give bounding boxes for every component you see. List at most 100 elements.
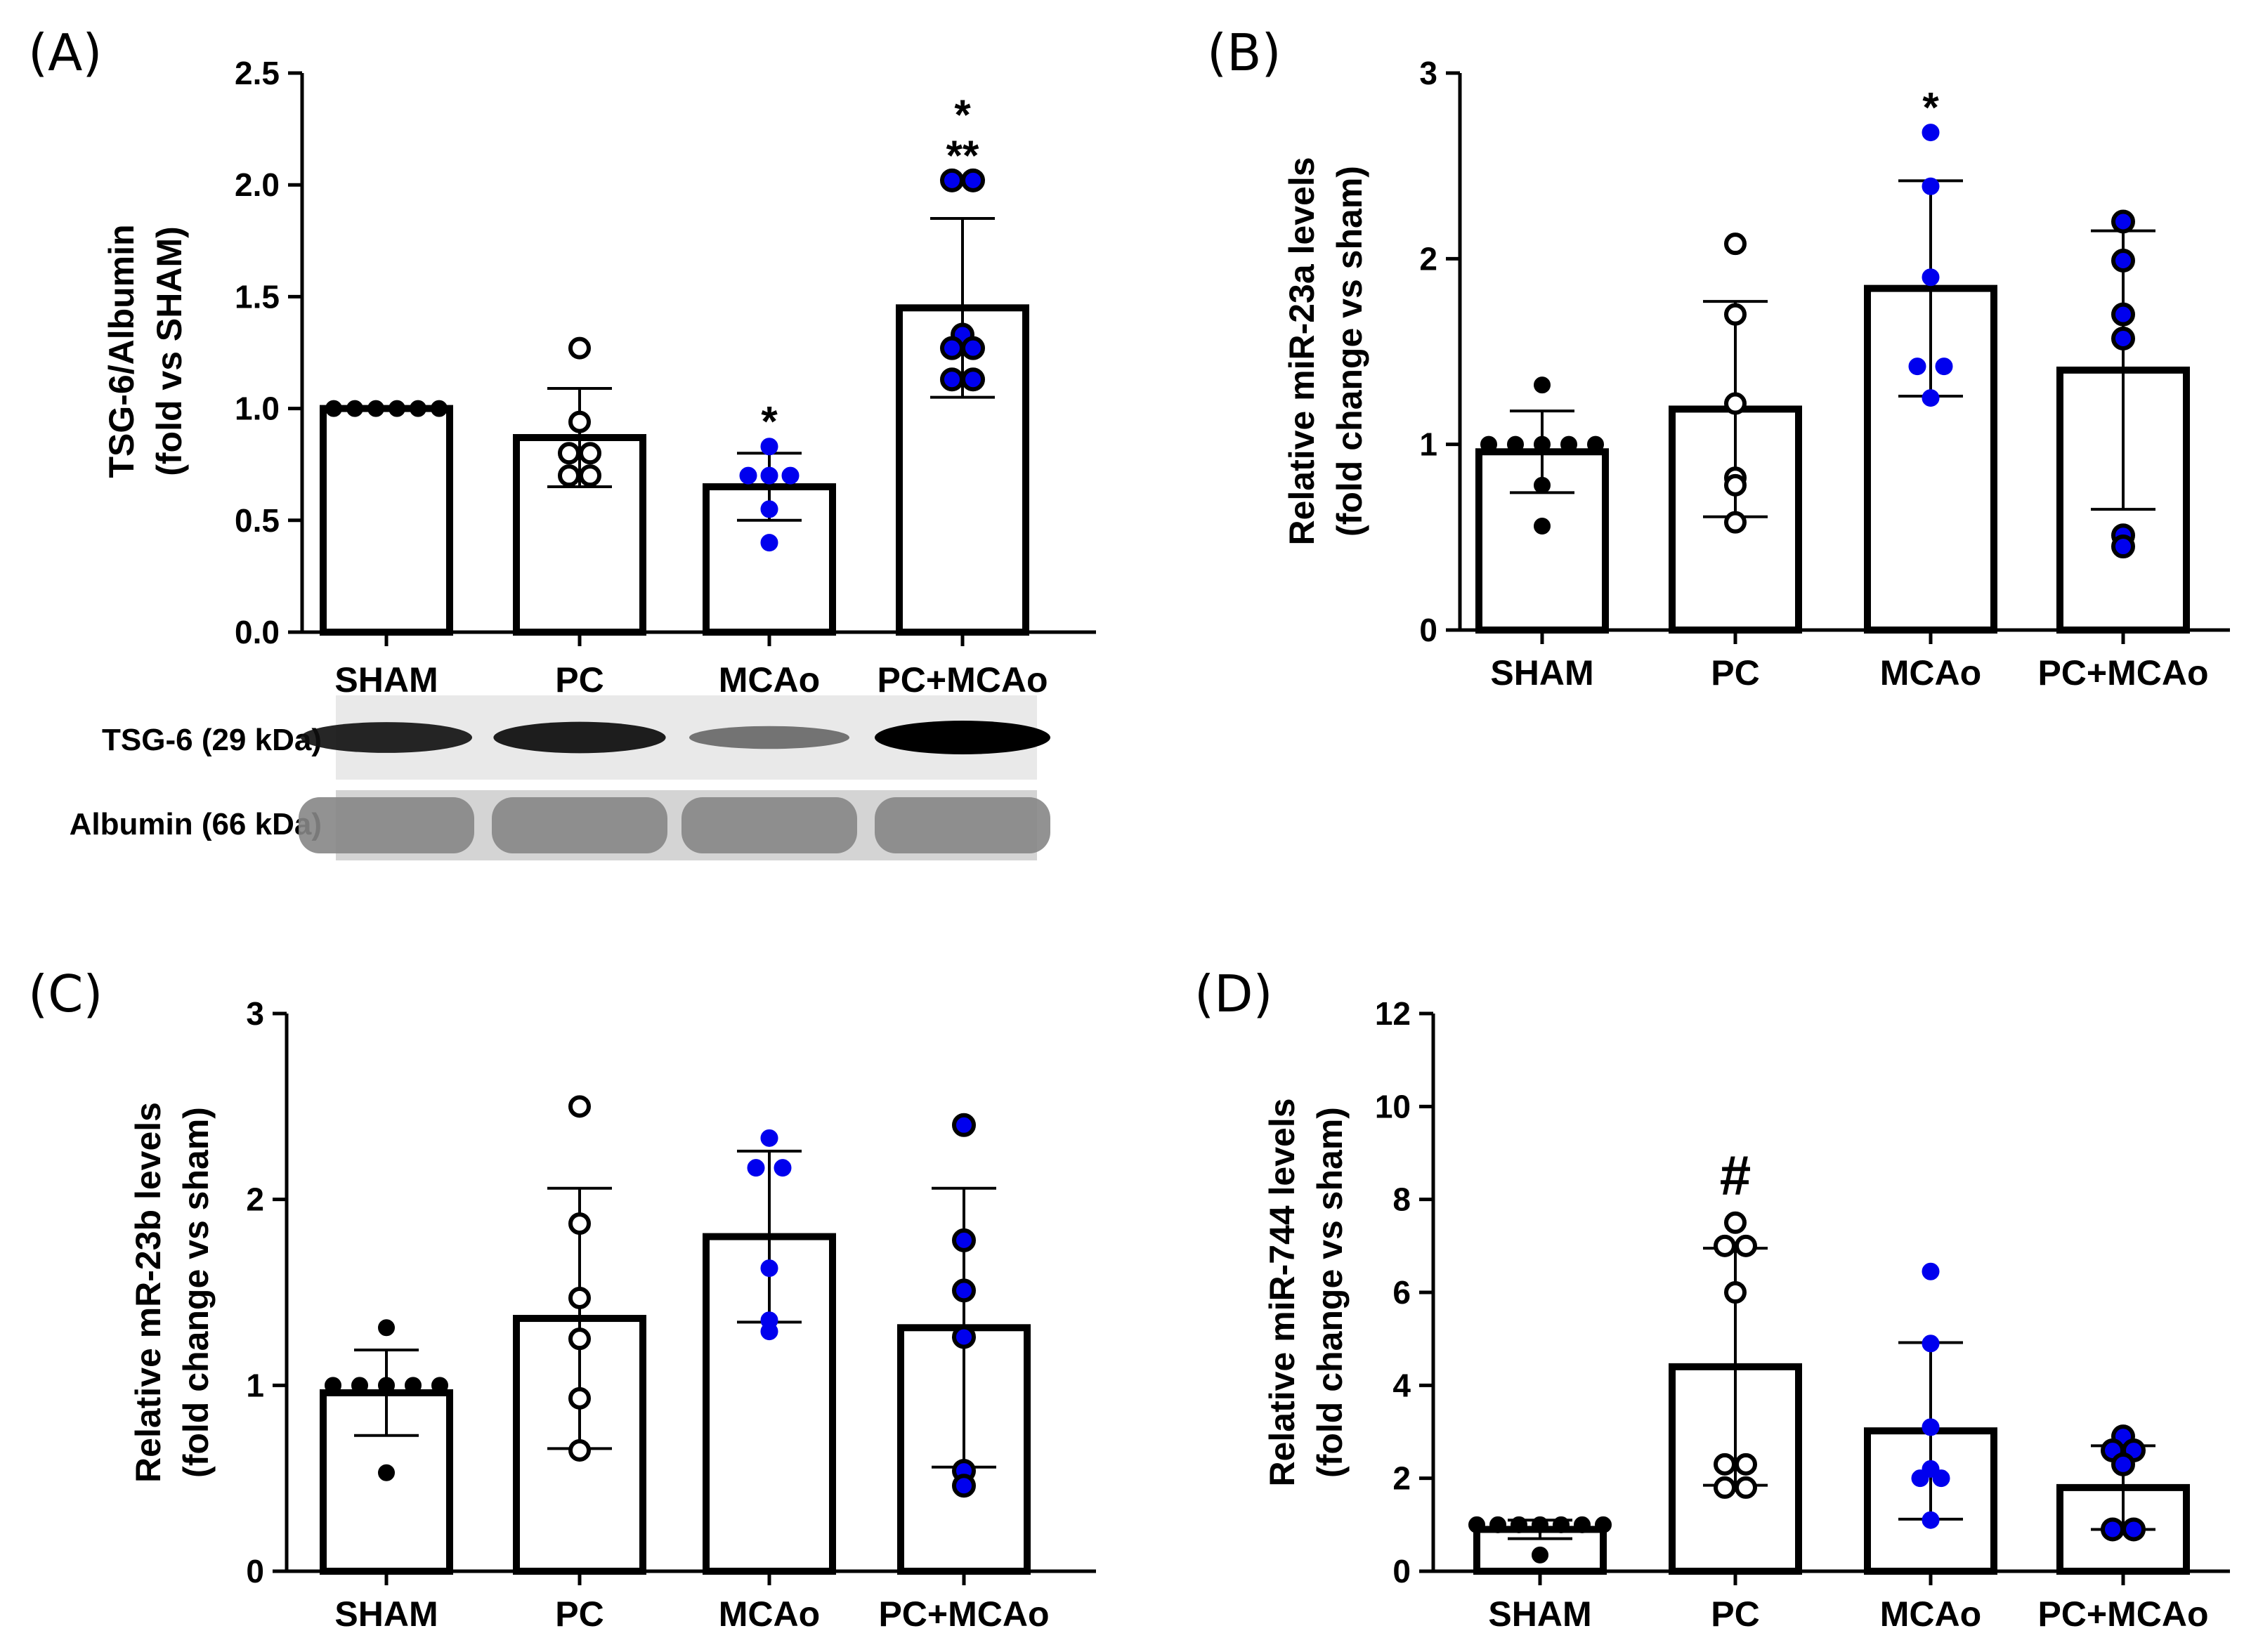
panel-a-y-axis-label-line1: TSG-6/Albumin	[102, 224, 141, 478]
blot-bands	[299, 721, 1050, 853]
data-point	[2111, 535, 2135, 559]
y-tick-label: 0.0	[235, 614, 280, 650]
data-point	[431, 1377, 448, 1394]
data-point	[325, 400, 342, 417]
data-point	[1724, 392, 1747, 415]
blot-band-albumin	[299, 797, 474, 853]
data-point	[1724, 232, 1747, 256]
y-tick-label: 2.5	[235, 55, 280, 91]
panel-b-y-axis-label-line2: (fold change vs sham)	[1330, 166, 1369, 537]
data-point	[378, 1464, 395, 1481]
y-tick-label: 3	[246, 995, 264, 1032]
data-point	[1507, 435, 1524, 453]
data-point	[568, 1438, 591, 1462]
data-point	[579, 442, 601, 465]
data-point	[2101, 1517, 2125, 1542]
data-point	[961, 336, 985, 360]
data-point	[1922, 389, 1940, 407]
data-point	[367, 400, 384, 417]
data-point	[2111, 1452, 2135, 1476]
data-point	[558, 442, 580, 465]
y-tick-label: 1.5	[235, 278, 280, 315]
y-tick-label: 6	[1392, 1274, 1411, 1311]
data-point	[1468, 1516, 1485, 1533]
data-point	[760, 1129, 778, 1147]
significance-marker: #	[1720, 1144, 1752, 1207]
y-tick-label: 2	[1419, 240, 1437, 277]
data-point	[1534, 476, 1551, 494]
data-point	[1553, 1516, 1570, 1533]
blot-band-albumin	[492, 797, 667, 853]
data-point	[1489, 1516, 1506, 1533]
data-point	[1534, 376, 1551, 394]
y-tick-label: 12	[1375, 995, 1411, 1032]
data-point	[1922, 124, 1940, 142]
data-point	[579, 464, 601, 487]
data-point	[940, 336, 964, 360]
data-point	[2111, 209, 2135, 234]
x-tick-label: PC	[1711, 653, 1759, 693]
data-point	[568, 1386, 591, 1410]
panel-b-y-axis-label-line1: Relative miR-23a levels	[1282, 157, 1322, 545]
data-point	[952, 1113, 976, 1137]
y-tick-label: 1	[246, 1367, 264, 1403]
y-tick-label: 3	[1419, 55, 1437, 91]
blot-band-albumin	[681, 797, 857, 853]
data-point	[739, 466, 757, 485]
data-point	[1560, 435, 1577, 453]
y-tick-label: 10	[1375, 1088, 1411, 1125]
data-point	[568, 1095, 591, 1118]
x-tick-label: PC	[1711, 1594, 1759, 1634]
y-tick-label: 0	[246, 1553, 264, 1589]
data-point	[1922, 268, 1940, 287]
y-tick-label: 2.0	[235, 166, 280, 203]
data-point	[568, 410, 591, 433]
data-point	[747, 1159, 765, 1177]
panel-c-plot: 0 1 2 3 SHAM PC MCAo PC+MCAo	[246, 995, 1096, 1634]
data-point	[1935, 358, 1953, 376]
panel-c-label: (C)	[28, 964, 103, 1023]
panel-b-plot: 0 1 2 3 SHAM PC MCAo PC+MCAo *	[1419, 55, 2230, 693]
data-point	[1735, 1453, 1757, 1476]
data-point	[760, 1323, 778, 1341]
significance-marker: **	[946, 132, 979, 179]
panel-a-y-axis-label-line2: (fold vs SHAM)	[150, 226, 189, 476]
data-point	[1595, 1516, 1612, 1533]
panel-b-y-axis-label: Relative miR-23a levels (fold change vs …	[1282, 157, 1369, 545]
panel-a-label: (A)	[28, 23, 102, 82]
y-tick-label: 1.0	[235, 391, 280, 427]
data-point	[431, 400, 448, 417]
panel-a-y-axis-label: TSG-6/Albumin (fold vs SHAM)	[102, 224, 189, 478]
data-point	[1922, 1262, 1940, 1280]
x-tick-label: PC+MCAo	[878, 1594, 1049, 1634]
panel-d-plot: 0 2 4 6 8 10 12 SHAM PC MCAo PC+MCAo #	[1375, 995, 2230, 1634]
panel-c: (C) Relative mR-23b levels (fold change …	[28, 964, 1096, 1634]
data-point	[781, 466, 800, 485]
bar	[320, 405, 453, 636]
y-tick-label: 1	[1419, 426, 1437, 463]
blot-band-tsg6	[689, 726, 849, 749]
data-point	[1511, 1516, 1527, 1533]
y-tick-label: 0	[1419, 612, 1437, 648]
data-point	[325, 1377, 341, 1394]
data-point	[568, 1328, 591, 1351]
data-point	[760, 534, 778, 552]
data-point	[1724, 511, 1747, 534]
panel-c-y-axis-label: Relative mR-23b levels (fold change vs s…	[129, 1102, 216, 1483]
data-point	[1480, 435, 1497, 453]
data-point	[961, 168, 985, 192]
data-point	[1534, 517, 1551, 535]
y-tick-label: 8	[1392, 1181, 1411, 1218]
data-point	[940, 367, 964, 392]
data-point	[760, 1259, 778, 1278]
data-point	[1735, 1476, 1757, 1499]
data-point	[558, 464, 580, 487]
x-tick-label: SHAM	[334, 660, 438, 700]
data-point	[1574, 1516, 1591, 1533]
data-point	[2111, 248, 2135, 273]
x-tick-label: SHAM	[1490, 653, 1593, 693]
data-point	[760, 438, 778, 456]
data-point	[1735, 1234, 1757, 1257]
blot-label-albumin: Albumin (66 kDa)	[70, 807, 322, 841]
